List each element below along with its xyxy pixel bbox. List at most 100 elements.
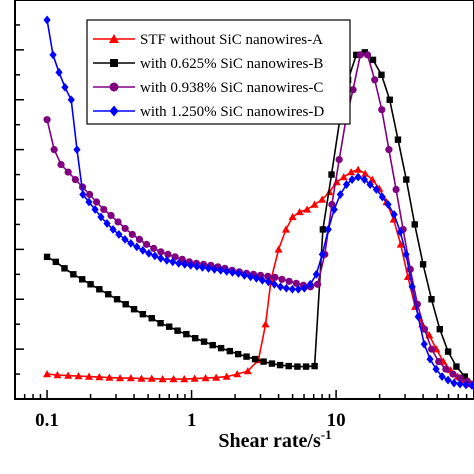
data-point bbox=[240, 270, 248, 280]
data-point bbox=[270, 279, 278, 289]
data-point bbox=[420, 325, 429, 333]
data-point bbox=[165, 323, 173, 330]
data-point bbox=[103, 219, 111, 228]
data-point bbox=[217, 344, 225, 352]
legend-marker bbox=[109, 82, 119, 92]
data-point bbox=[233, 370, 242, 378]
data-point bbox=[324, 225, 332, 234]
data-point bbox=[52, 258, 60, 266]
data-point bbox=[158, 375, 167, 383]
data-point bbox=[258, 275, 266, 285]
data-point bbox=[335, 156, 343, 164]
data-point bbox=[187, 260, 195, 270]
data-point bbox=[86, 190, 94, 199]
x-axis-title-text: Shear rate/s bbox=[218, 430, 321, 452]
data-point bbox=[234, 268, 243, 278]
data-point bbox=[392, 185, 400, 194]
data-point bbox=[260, 358, 267, 365]
data-point bbox=[318, 195, 327, 203]
data-point bbox=[97, 212, 105, 222]
data-point bbox=[360, 175, 369, 184]
data-point bbox=[347, 168, 356, 176]
data-point bbox=[302, 363, 310, 370]
data-point bbox=[169, 257, 177, 267]
data-point bbox=[468, 381, 474, 390]
data-point bbox=[222, 372, 231, 380]
legend: STF without SiC nanowires-A with 0.625% S… bbox=[86, 19, 351, 125]
data-point bbox=[462, 380, 470, 390]
data-point bbox=[61, 82, 69, 92]
data-point bbox=[109, 225, 117, 234]
legend-label: with 1.250% SiC nanowires-D bbox=[140, 104, 324, 120]
data-point bbox=[96, 286, 103, 293]
data-point bbox=[361, 169, 370, 177]
data-point bbox=[53, 371, 62, 379]
data-point bbox=[246, 272, 255, 282]
data-point bbox=[282, 283, 290, 293]
data-point bbox=[91, 205, 99, 214]
data-point bbox=[295, 207, 304, 216]
data-point bbox=[414, 312, 422, 322]
data-point bbox=[95, 373, 104, 381]
data-point bbox=[55, 67, 63, 77]
data-point bbox=[71, 175, 79, 184]
data-point bbox=[67, 95, 75, 105]
data-point bbox=[74, 372, 83, 380]
x-tick-label: 10 bbox=[327, 410, 346, 431]
data-point bbox=[121, 224, 129, 233]
data-point bbox=[385, 146, 393, 154]
data-point bbox=[336, 190, 344, 199]
data-point bbox=[175, 258, 183, 268]
data-point bbox=[411, 221, 418, 228]
data-point bbox=[174, 327, 181, 334]
data-point bbox=[217, 265, 225, 275]
data-point bbox=[139, 311, 147, 318]
data-point bbox=[157, 319, 164, 327]
data-point bbox=[150, 244, 158, 252]
data-point bbox=[61, 265, 68, 272]
data-point bbox=[419, 261, 427, 268]
data-point bbox=[122, 301, 129, 308]
data-point bbox=[403, 176, 410, 183]
data-point bbox=[105, 291, 112, 298]
data-point bbox=[212, 373, 221, 381]
data-point bbox=[314, 280, 322, 288]
data-point bbox=[371, 76, 379, 84]
x-axis-title: Shear rate/s-1 bbox=[218, 427, 331, 452]
data-point bbox=[285, 277, 293, 285]
data-point bbox=[115, 230, 123, 239]
data-point bbox=[126, 374, 135, 382]
data-point bbox=[356, 51, 364, 59]
data-point bbox=[278, 275, 286, 283]
data-point bbox=[92, 198, 101, 206]
data-point bbox=[426, 354, 434, 364]
data-point bbox=[43, 370, 52, 378]
data-point bbox=[243, 367, 252, 375]
data-point bbox=[264, 272, 272, 280]
data-point bbox=[461, 373, 468, 380]
data-point bbox=[288, 212, 297, 221]
data-point bbox=[285, 362, 292, 370]
data-point bbox=[84, 372, 93, 380]
data-point bbox=[181, 259, 189, 269]
data-point bbox=[342, 180, 351, 189]
data-point bbox=[180, 375, 189, 383]
data-point bbox=[369, 56, 377, 64]
data-point bbox=[274, 245, 283, 253]
legend-marker bbox=[110, 59, 118, 67]
data-point bbox=[276, 361, 284, 369]
data-point bbox=[50, 146, 58, 154]
x-axis: 0.1 1 10 bbox=[14, 390, 474, 431]
data-point bbox=[135, 235, 144, 243]
series-d bbox=[43, 15, 474, 390]
data-point bbox=[169, 375, 178, 383]
data-point bbox=[223, 266, 231, 276]
data-point bbox=[300, 283, 308, 293]
data-point bbox=[372, 185, 380, 194]
legend-marker bbox=[109, 34, 119, 43]
data-point bbox=[114, 218, 122, 226]
series-b bbox=[43, 49, 474, 388]
data-point bbox=[201, 374, 210, 382]
data-point bbox=[456, 374, 464, 382]
